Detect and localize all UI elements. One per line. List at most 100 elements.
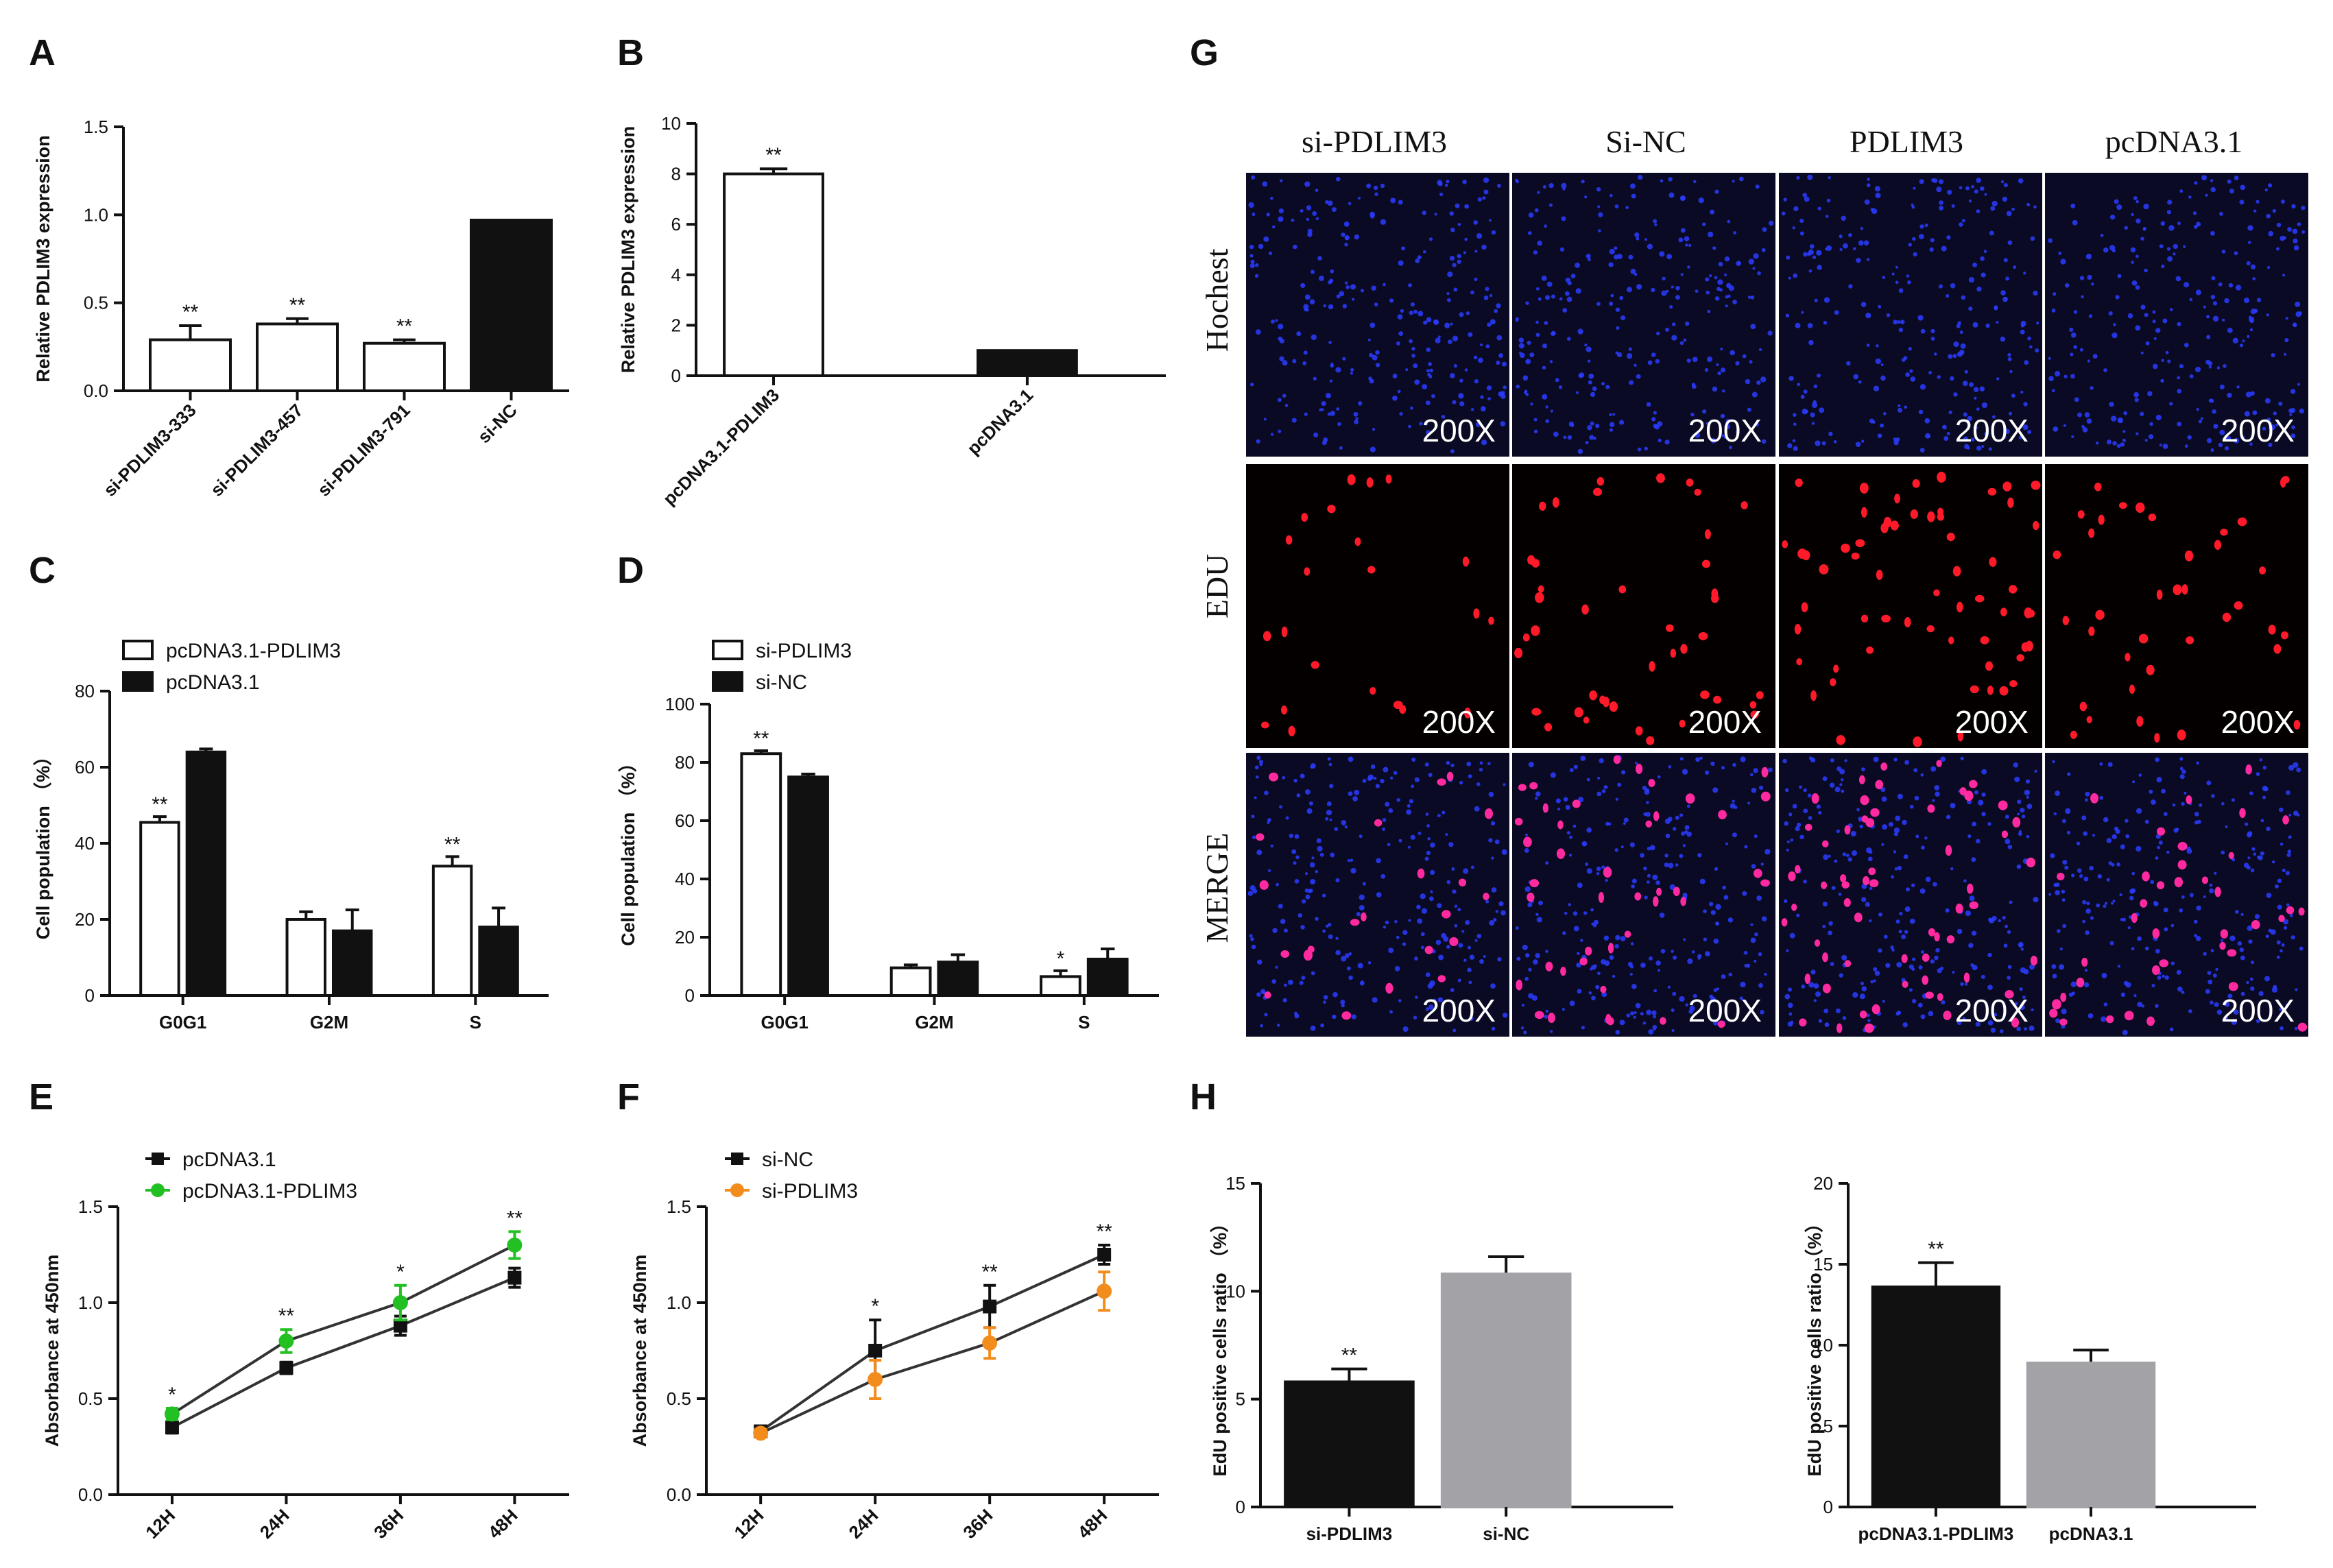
nucleus-dot [2164,975,2169,980]
nucleus-dot [1716,921,1720,926]
nucleus-dot [1491,230,1496,235]
nucleus-dot [1640,853,1644,858]
data-point [392,1295,408,1310]
edu-positive-dot [1756,691,1764,699]
nucleus-dot [1592,386,1597,391]
nucleus-dot [1263,236,1269,242]
edu-positive-dot [1367,566,1376,574]
nucleus-dot [1882,824,1888,830]
nucleus-dot [1633,1015,1636,1019]
edu-positive-dot [2220,929,2228,939]
nucleus-dot [2131,871,2135,876]
nucleus-dot [2151,799,2156,805]
nucleus-dot [2079,276,2085,280]
y-tick-label: 0.0 [667,1484,691,1505]
y-tick-label: 0 [85,985,95,1006]
nucleus-dot [2073,310,2078,314]
micrograph-edu-1: 200X [1512,464,1775,748]
nucleus-dot [1293,861,1297,865]
nucleus-dot [1411,346,1415,351]
nucleus-dot [2081,424,2085,429]
nucleus-dot [1335,367,1341,373]
legend-label: pcDNA3.1-PDLIM3 [182,1180,357,1203]
nucleus-dot [1480,343,1483,347]
edu-positive-dot [2273,644,2282,654]
nucleus-dot [2227,392,2232,398]
nucleus-dot [1428,896,1434,902]
edu-positive-dot [2027,610,2035,618]
nucleus-dot [1938,284,1943,289]
edu-positive-dot [2293,719,2301,730]
edu-positive-dot [1449,937,1459,946]
nucleus-dot [1737,261,1741,265]
nucleus-dot [2245,822,2249,826]
nucleus-dot [1798,785,1802,789]
nucleus-dot [2189,374,2194,378]
edu-positive-dot [1263,631,1271,642]
y-tick-label: 1.5 [84,117,108,137]
nucleus-dot [1943,436,1949,442]
nucleus-dot [1474,277,1478,281]
nucleus-dot [2299,946,2304,951]
nucleus-dot [2251,961,2255,965]
edu-positive-dot [2076,977,2085,988]
edu-positive-dot [1788,871,1796,882]
nucleus-dot [2285,871,2290,876]
nucleus-dot [2198,420,2202,424]
nucleus-dot [1588,380,1592,385]
nucleus-dot [1256,439,1260,444]
nucleus-dot [2210,398,2214,403]
nucleus-dot [2198,803,2203,807]
nucleus-dot [1354,789,1360,795]
nucleus-dot [1855,442,1861,448]
nucleus-dot [1313,376,1317,381]
nucleus-dot [2282,274,2286,277]
nucleus-dot [1640,1011,1644,1016]
bar [1871,1286,2001,1509]
nucleus-dot [1994,306,1998,311]
nucleus-dot [1623,817,1629,823]
nucleus-dot [1721,434,1725,437]
nucleus-dot [1489,919,1495,926]
nucleus-dot [1951,204,1955,208]
nucleus-dot [1631,193,1636,199]
nucleus-dot [1816,250,1822,256]
nucleus-dot [1981,272,1986,278]
nucleus-dot [1688,243,1692,248]
nucleus-dot [1329,818,1332,821]
nucleus-dot [2161,788,2166,794]
nucleus-dot [2155,948,2160,954]
nucleus-dot [1758,348,1762,352]
nucleus-dot [1942,424,1947,430]
nucleus-dot [1905,372,1910,377]
nucleus-dot [2106,878,2110,882]
nucleus-dot [1300,773,1305,779]
series-line [171,1244,516,1416]
nucleus-dot [2212,409,2216,414]
nucleus-dot [1461,930,1465,933]
nucleus-dot [1614,246,1618,250]
nucleus-dot [1751,787,1757,793]
nucleus-dot [1320,1023,1325,1028]
edu-positive-dot [2177,860,2187,870]
nucleus-dot [2240,991,2245,996]
nucleus-dot [1664,854,1668,858]
nucleus-dot [2211,276,2216,280]
nucleus-dot [1822,902,1828,907]
nucleus-dot [1727,917,1734,923]
nucleus-dot [1497,957,1502,962]
nucleus-dot [2013,265,2017,269]
nucleus-dot [2106,439,2112,445]
edu-positive-dot [2077,510,2085,519]
nucleus-dot [1918,234,1924,240]
nucleus-dot [1961,219,1965,223]
y-tick-label: 40 [675,869,695,889]
nucleus-dot [1974,790,1979,795]
nucleus-dot [1541,275,1547,281]
nucleus-dot [1699,878,1706,884]
nucleus-dot [1428,1004,1434,1010]
nucleus-dot [1476,782,1481,786]
nucleus-dot [1279,338,1284,343]
nucleus-dot [1909,988,1913,992]
x-tick-label: si-NC [1483,1523,1529,1544]
